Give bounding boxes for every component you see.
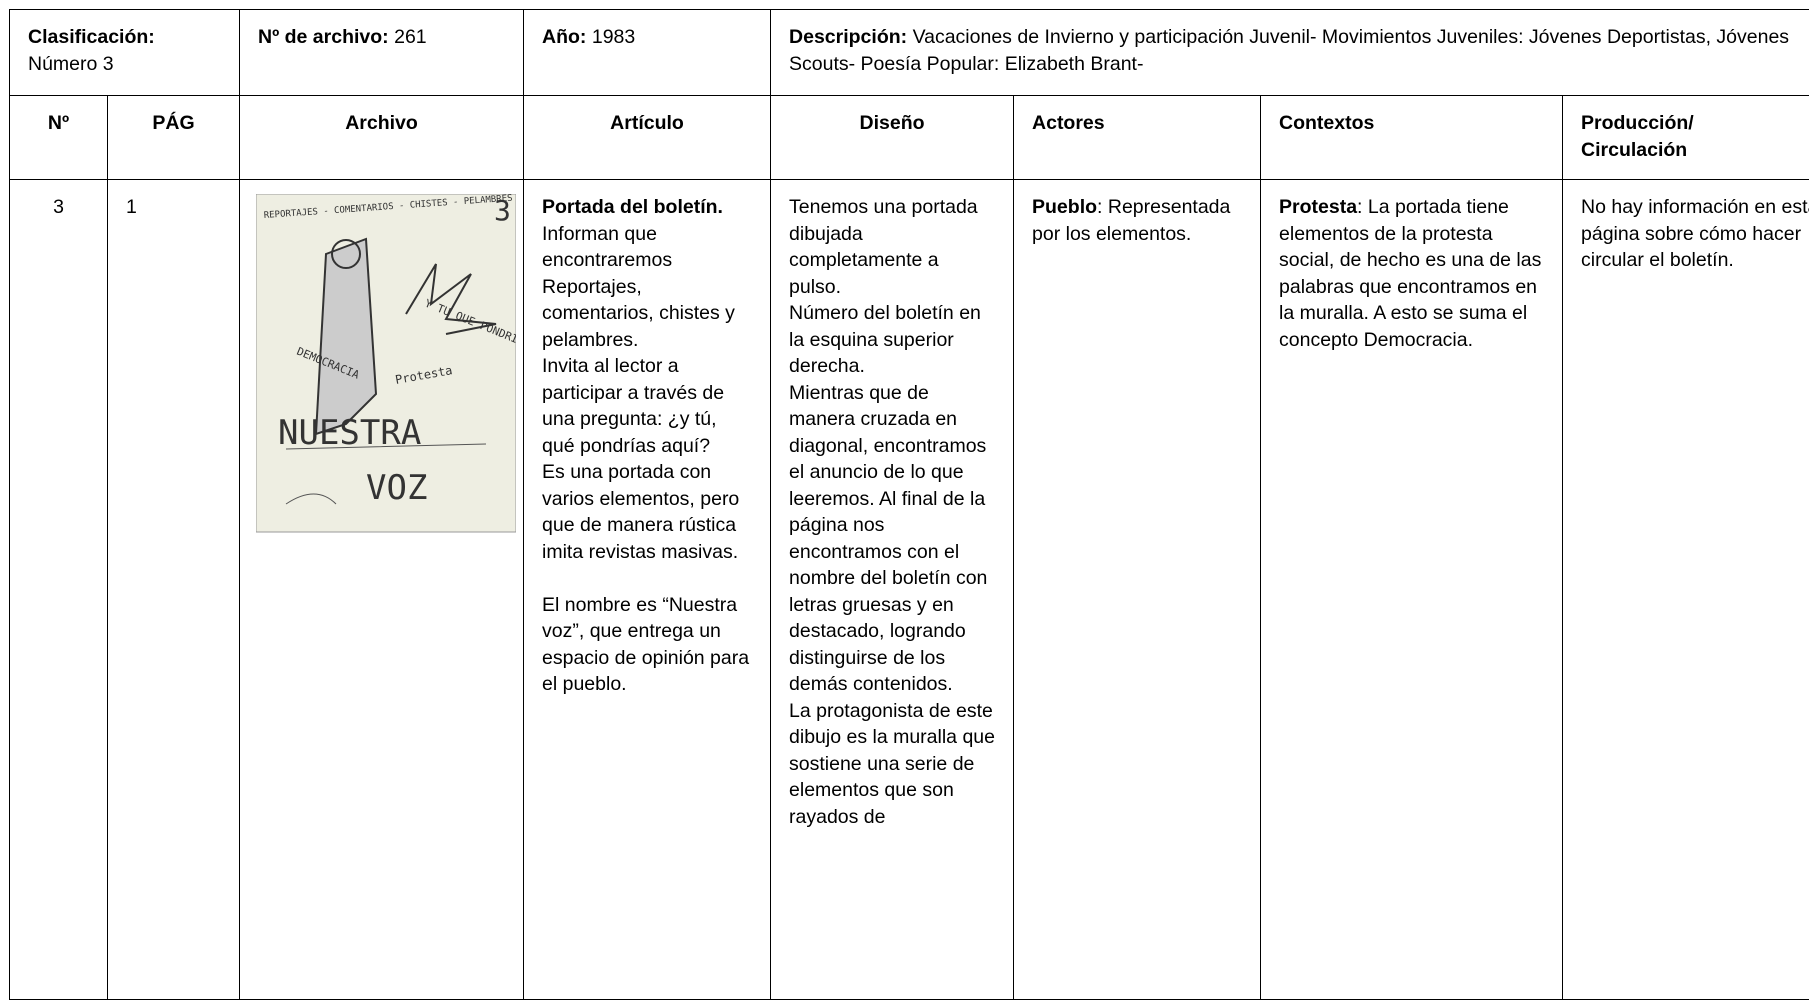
field-label: Nº de archivo: xyxy=(258,26,389,48)
cover-text: VOZ xyxy=(366,468,427,508)
article-title: Portada del boletín. xyxy=(542,194,752,221)
column-header: Actores xyxy=(1014,96,1261,180)
cell-image: REPORTAJES - COMENTARIOS - CHISTES - PEL… xyxy=(240,180,524,1000)
header-cell: Nº de archivo: 261 xyxy=(240,10,524,96)
design-text: Mientras que de manera cruzada en diagon… xyxy=(789,380,995,698)
article-text: El nombre es “Nuestra voz”, que entrega … xyxy=(542,592,752,698)
field-value: 261 xyxy=(394,26,427,48)
header-cell: Clasificación: Número 3 xyxy=(10,10,240,96)
design-text: La protagonista de este dibujo es la mur… xyxy=(789,698,995,831)
cell-actores: Pueblo: Representada por los elementos. xyxy=(1014,180,1261,1000)
field-value: Número 3 xyxy=(28,53,114,75)
cover-text: 3 xyxy=(494,194,511,227)
field-label: Descripción: xyxy=(789,26,907,48)
design-text: Número del boletín en la esquina superio… xyxy=(789,300,995,380)
column-header: Archivo xyxy=(240,96,524,180)
cell-n: 3 xyxy=(10,180,108,1000)
term: Protesta xyxy=(1279,196,1357,218)
column-header: Producción/ Circulación xyxy=(1563,96,1809,180)
column-header: Contextos xyxy=(1261,96,1563,180)
column-header: Nº xyxy=(10,96,108,180)
article-text: Informan que encontraremos Reportajes, c… xyxy=(542,221,752,354)
cell-articulo: Portada del boletín.Informan que encontr… xyxy=(524,180,771,1000)
article-text: Invita al lector a participar a través d… xyxy=(542,353,752,459)
cell-produccion: No hay información en esta página sobre … xyxy=(1563,180,1809,1000)
cell-diseno: Tenemos una portada dibujada completamen… xyxy=(771,180,1014,1000)
field-label: Año: xyxy=(542,26,586,48)
field-value: Vacaciones de Invierno y participación J… xyxy=(789,26,1789,75)
field-value: 1983 xyxy=(592,26,635,48)
column-header: Artículo xyxy=(524,96,771,180)
cover-text: NUESTRA xyxy=(278,413,421,453)
column-header: PÁG xyxy=(108,96,240,180)
column-header: Diseño xyxy=(771,96,1014,180)
field-label: Clasificación: xyxy=(28,26,155,48)
term: Pueblo xyxy=(1032,196,1097,218)
header-cell: Descripción: Vacaciones de Invierno y pa… xyxy=(771,10,1809,96)
cell-pag: 1 xyxy=(108,180,240,1000)
cover-image: REPORTAJES - COMENTARIOS - CHISTES - PEL… xyxy=(256,194,516,534)
term-text: : La portada tiene elementos de la prote… xyxy=(1279,196,1541,351)
article-text: Es una portada con varios elementos, per… xyxy=(542,459,752,565)
header-cell: Año: 1983 xyxy=(524,10,771,96)
design-text: Tenemos una portada dibujada completamen… xyxy=(789,194,995,300)
cell-contextos: Protesta: La portada tiene elementos de … xyxy=(1261,180,1563,1000)
